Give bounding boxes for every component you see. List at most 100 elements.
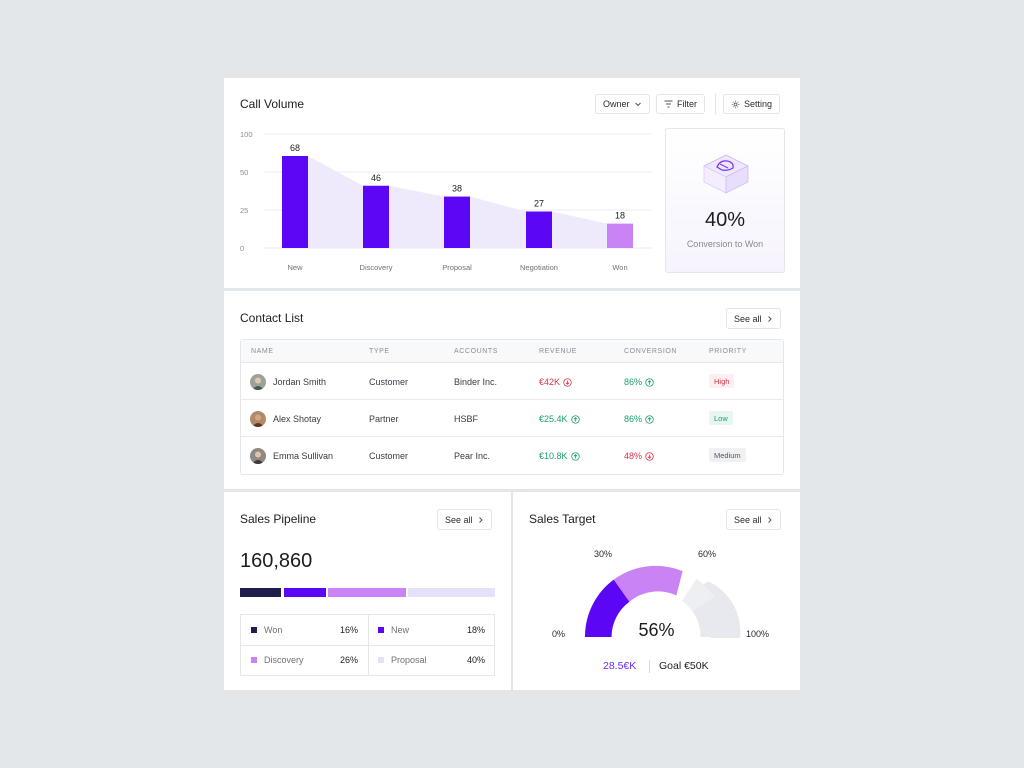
table-row[interactable]: Alex Shotay Partner HSBF €25.4K 86% Low [241,400,783,437]
bar-value-label: 46 [371,173,381,183]
see-all-label: See all [734,514,762,525]
chevron-right-icon [767,516,772,523]
call-volume-chart: 0 25 50 100 68 New 46 Discovery 38 Proposal 27 Nego… [240,130,652,272]
gauge-primary-arc [584,579,630,637]
x-tick-label: Negotiation [520,263,558,272]
avatar [250,411,266,427]
target-goal: Goal €50K [659,660,709,672]
sales-pipeline-card: Sales Pipeline See all 160,860 Won 16% N… [224,492,511,690]
see-all-label: See all [734,313,762,324]
conversion-value: 40% [704,209,746,231]
priority-badge: High [709,374,735,388]
contact-account: HSBF [454,414,479,424]
revenue-value: €25.4K [539,414,568,424]
contact-revenue: €42K [539,377,572,387]
gauge-label-60: 60% [698,549,717,559]
y-tick-label: 25 [240,206,248,215]
pipeline-legend: Won 16% New 18% Discovery 26% Proposal 4… [240,614,495,676]
revenue-value: €10.8K [539,451,568,461]
see-all-label: See all [445,514,473,525]
call-volume-card: Call Volume Owner Filter Setting 0 25 50 10… [224,78,800,288]
legend-item-new: New 18% [368,615,495,645]
bar-new [282,156,308,248]
gauge [584,565,727,637]
revenue-value: €42K [539,377,561,387]
contact-name: Jordan Smith [273,377,327,387]
header-accounts: ACCOUNTS [454,348,499,355]
priority-badge: Medium [709,448,746,462]
contact-account: Binder Inc. [454,377,498,387]
contact-conversion: 48% [624,451,654,461]
target-see-all-button[interactable]: See all [726,509,781,530]
contact-revenue: €25.4K [539,414,580,424]
contact-conversion: 86% [624,377,654,387]
segment-discovery [328,588,406,597]
owner-dropdown[interactable]: Owner [595,94,650,114]
gauge-label-0: 0% [552,629,566,639]
legend-swatch [251,657,257,663]
legend-swatch [251,627,257,633]
gauge-track-arc-2 [682,578,715,612]
contact-name: Alex Shotay [273,414,322,424]
target-divider [649,660,650,673]
bar-discovery [363,185,389,248]
legend-value: 16% [339,625,358,635]
header-name: NAME [251,348,274,355]
bar-value-label: 27 [534,198,544,208]
gauge-track-arc [692,596,727,637]
sales-target-card: Sales Target See all 0% 30% 60% 100% 56%… [513,492,800,690]
arrow-up-icon [645,415,654,424]
priority-badge: Low [709,411,733,425]
bar-negotiation [526,211,552,248]
legend-swatch [378,627,384,633]
contact-type: Partner [369,414,399,424]
bar-proposal [444,196,470,248]
y-tick-label: 100 [240,130,253,139]
bar-won [607,223,633,248]
legend-value: 26% [339,655,358,665]
bar-value-label: 68 [290,143,300,153]
legend-label: New [391,625,410,635]
contact-revenue: €10.8K [539,451,580,461]
header-type: TYPE [369,348,390,355]
header-priority: PRIORITY [709,348,747,355]
chevron-down-icon [634,102,641,107]
target-current: 28.5€K [603,660,637,672]
contact-type: Customer [369,377,409,387]
contact-account: Pear Inc. [454,451,491,461]
y-tick-label: 0 [240,244,244,253]
table-row[interactable]: Emma Sullivan Customer Pear Inc. €10.8K … [241,437,783,474]
conversion-value: 48% [624,451,643,461]
segment-won [240,588,281,597]
conversion-value: 86% [624,414,643,424]
conversion-value: 86% [624,377,643,387]
header-revenue: REVENUE [539,348,578,355]
legend-label: Proposal [391,655,427,665]
segment-new [284,588,326,597]
pipeline-see-all-button[interactable]: See all [437,509,492,530]
contact-conversion: 86% [624,414,654,424]
contact-see-all-button[interactable]: See all [726,308,781,329]
legend-item-won: Won 16% [241,615,368,645]
contact-list-card: Contact List See all NAME TYPE ACCOUNTS … [224,291,800,489]
contact-table: NAME TYPE ACCOUNTS REVENUE CONVERSION PR… [240,339,784,475]
legend-item-proposal: Proposal 40% [368,645,495,675]
arrow-down-icon [563,378,572,387]
conversion-label: Conversion to Won [686,239,764,249]
setting-button[interactable]: Setting [723,94,781,114]
x-tick-label: New [287,263,303,272]
cube-icon [703,154,749,194]
gauge-secondary-arc [613,565,683,602]
filter-button[interactable]: Filter [656,94,705,114]
legend-value: 40% [466,655,485,665]
legend-label: Won [264,625,283,635]
gear-icon [731,100,740,108]
gauge-percent: 56% [638,620,675,640]
gauge-label-100: 100% [746,629,770,639]
filter-label: Filter [677,99,697,109]
chevron-right-icon [767,315,772,322]
bar-value-label: 38 [452,184,462,194]
table-row[interactable]: Jordan Smith Customer Binder Inc. €42K 8… [241,363,783,400]
legend-value: 18% [466,625,485,635]
avatar [250,448,266,464]
